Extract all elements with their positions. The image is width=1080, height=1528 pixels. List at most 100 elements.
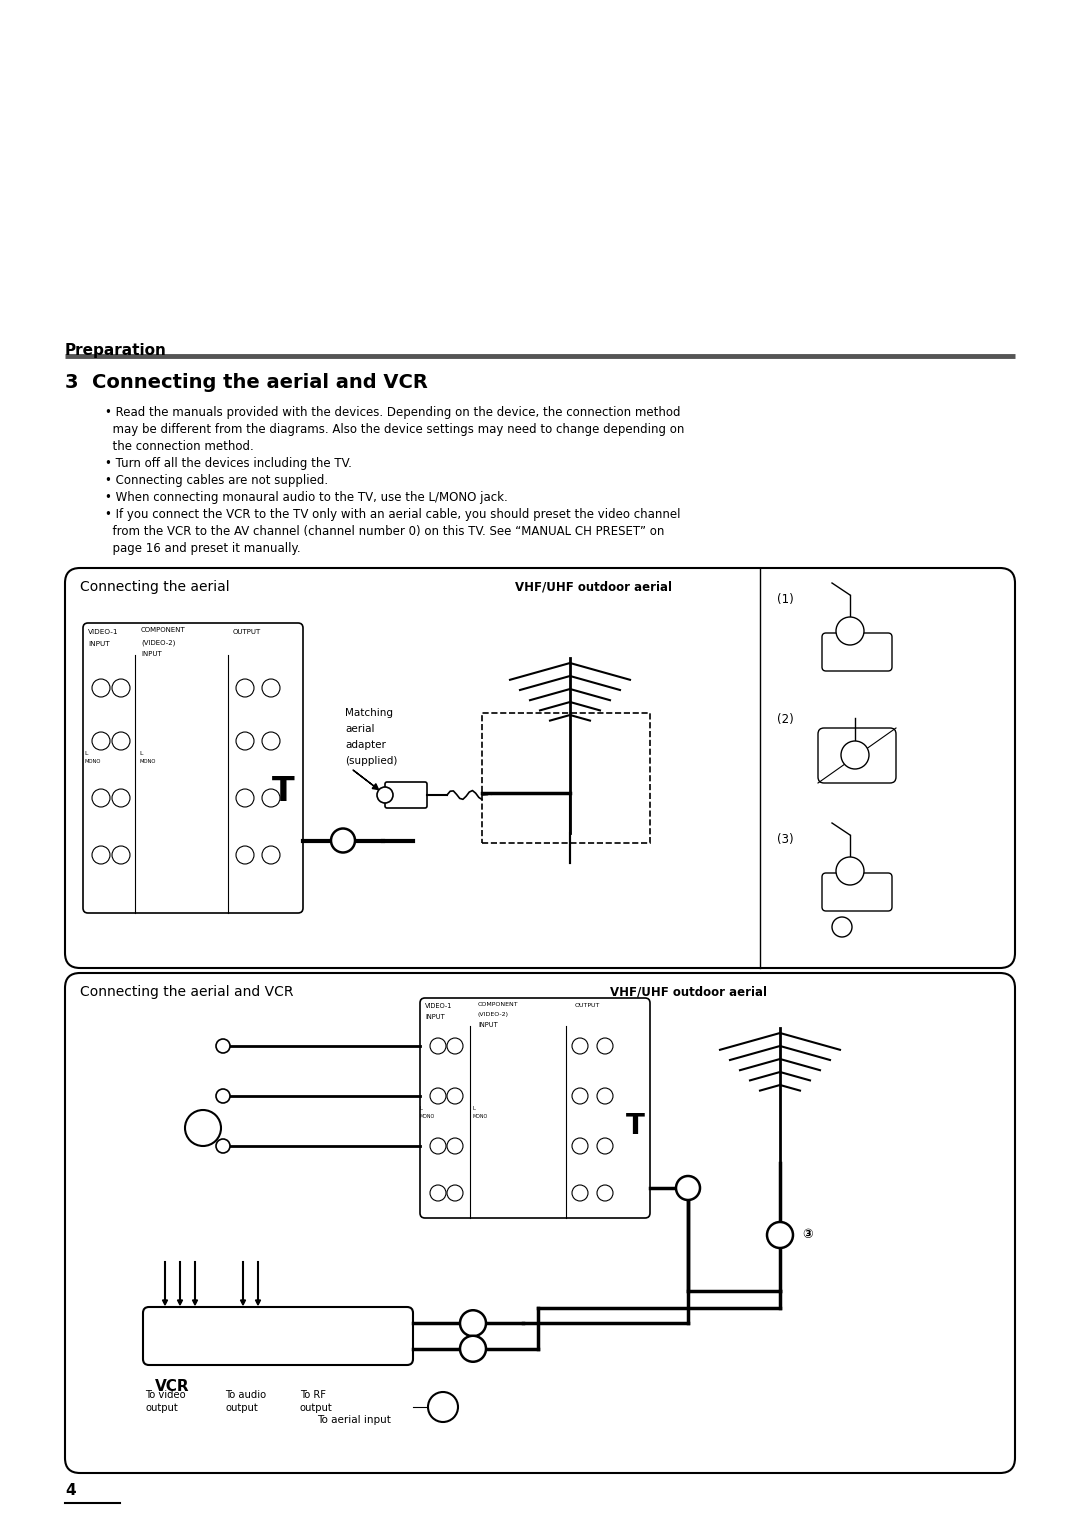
Circle shape bbox=[112, 732, 130, 750]
Text: VHF/UHF outdoor aerial: VHF/UHF outdoor aerial bbox=[515, 581, 672, 593]
Text: • Turn off all the devices including the TV.: • Turn off all the devices including the… bbox=[105, 457, 352, 471]
Text: 4: 4 bbox=[65, 1484, 76, 1497]
Text: aerial: aerial bbox=[345, 724, 375, 733]
Text: • If you connect the VCR to the TV only with an aerial cable, you should preset : • If you connect the VCR to the TV only … bbox=[105, 507, 680, 521]
Text: Connecting the aerial: Connecting the aerial bbox=[80, 581, 230, 594]
Text: MONO: MONO bbox=[420, 1114, 435, 1118]
Circle shape bbox=[377, 787, 393, 804]
Circle shape bbox=[572, 1186, 588, 1201]
Circle shape bbox=[597, 1186, 613, 1201]
Text: MONO: MONO bbox=[139, 759, 156, 764]
Circle shape bbox=[836, 617, 864, 645]
Text: (VIDEO-2): (VIDEO-2) bbox=[141, 639, 175, 645]
Circle shape bbox=[676, 1177, 700, 1199]
Text: T: T bbox=[625, 1111, 645, 1140]
Circle shape bbox=[597, 1138, 613, 1154]
Circle shape bbox=[572, 1038, 588, 1054]
Text: VIDEO-1: VIDEO-1 bbox=[426, 1002, 453, 1008]
Text: To audio: To audio bbox=[225, 1390, 266, 1400]
Text: INPUT: INPUT bbox=[478, 1022, 498, 1028]
Circle shape bbox=[92, 847, 110, 863]
Circle shape bbox=[430, 1186, 446, 1201]
Circle shape bbox=[237, 788, 254, 807]
Text: ③: ③ bbox=[802, 1229, 812, 1241]
Text: MONO: MONO bbox=[84, 759, 100, 764]
Text: • Read the manuals provided with the devices. Depending on the device, the conne: • Read the manuals provided with the dev… bbox=[105, 406, 680, 419]
Text: VHF/UHF outdoor aerial: VHF/UHF outdoor aerial bbox=[610, 986, 767, 998]
Circle shape bbox=[572, 1138, 588, 1154]
Text: L: L bbox=[84, 750, 87, 756]
Text: adapter: adapter bbox=[345, 740, 386, 750]
Text: • When connecting monaural audio to the TV, use the L/MONO jack.: • When connecting monaural audio to the … bbox=[105, 490, 508, 504]
Text: page 16 and preset it manually.: page 16 and preset it manually. bbox=[105, 542, 300, 555]
Circle shape bbox=[841, 741, 869, 769]
Text: To aerial input: To aerial input bbox=[318, 1415, 391, 1426]
Circle shape bbox=[597, 1088, 613, 1105]
Text: OUTPUT: OUTPUT bbox=[575, 1002, 600, 1008]
Circle shape bbox=[572, 1088, 588, 1105]
Text: VIDEO-1: VIDEO-1 bbox=[87, 630, 119, 636]
Text: the connection method.: the connection method. bbox=[105, 440, 254, 452]
Circle shape bbox=[92, 732, 110, 750]
Circle shape bbox=[237, 678, 254, 697]
Circle shape bbox=[216, 1138, 230, 1154]
Circle shape bbox=[112, 678, 130, 697]
Circle shape bbox=[447, 1088, 463, 1105]
Text: L: L bbox=[472, 1106, 475, 1111]
Text: VCR: VCR bbox=[156, 1378, 190, 1394]
Text: L: L bbox=[420, 1106, 423, 1111]
Circle shape bbox=[460, 1335, 486, 1361]
FancyArrow shape bbox=[241, 1299, 245, 1305]
Text: COMPONENT: COMPONENT bbox=[478, 1002, 518, 1007]
Circle shape bbox=[262, 788, 280, 807]
Circle shape bbox=[237, 732, 254, 750]
Text: Matching: Matching bbox=[345, 707, 393, 718]
Text: 1: 1 bbox=[440, 1403, 447, 1412]
Circle shape bbox=[430, 1138, 446, 1154]
FancyArrow shape bbox=[192, 1299, 198, 1305]
Text: 3  Connecting the aerial and VCR: 3 Connecting the aerial and VCR bbox=[65, 373, 428, 393]
Text: OUTPUT: OUTPUT bbox=[233, 630, 261, 636]
Text: (VIDEO-2): (VIDEO-2) bbox=[478, 1012, 509, 1018]
Circle shape bbox=[216, 1039, 230, 1053]
Text: output: output bbox=[300, 1403, 333, 1413]
Text: may be different from the diagrams. Also the device settings may need to change : may be different from the diagrams. Also… bbox=[105, 423, 685, 435]
FancyArrow shape bbox=[162, 1299, 167, 1305]
Text: from the VCR to the AV channel (channel number 0) on this TV. See “MANUAL CH PRE: from the VCR to the AV channel (channel … bbox=[105, 526, 664, 538]
Text: ③: ③ bbox=[197, 1122, 210, 1135]
Circle shape bbox=[185, 1109, 221, 1146]
Circle shape bbox=[330, 828, 355, 853]
Text: (1): (1) bbox=[777, 593, 794, 607]
Circle shape bbox=[447, 1038, 463, 1054]
Circle shape bbox=[430, 1038, 446, 1054]
Text: Preparation: Preparation bbox=[65, 342, 167, 358]
Circle shape bbox=[237, 847, 254, 863]
Circle shape bbox=[832, 917, 852, 937]
Text: L: L bbox=[139, 750, 143, 756]
FancyArrow shape bbox=[177, 1299, 183, 1305]
Circle shape bbox=[92, 678, 110, 697]
Text: Connecting the aerial and VCR: Connecting the aerial and VCR bbox=[80, 986, 294, 999]
Text: To RF: To RF bbox=[300, 1390, 326, 1400]
Circle shape bbox=[597, 1038, 613, 1054]
Text: 3: 3 bbox=[200, 1123, 206, 1132]
Circle shape bbox=[460, 1309, 486, 1337]
Text: output: output bbox=[145, 1403, 178, 1413]
Circle shape bbox=[428, 1392, 458, 1423]
Text: INPUT: INPUT bbox=[426, 1015, 445, 1021]
FancyArrow shape bbox=[256, 1299, 260, 1305]
Text: T: T bbox=[272, 775, 295, 808]
Circle shape bbox=[767, 1222, 793, 1248]
Bar bbox=[482, 714, 650, 843]
Text: • Connecting cables are not supplied.: • Connecting cables are not supplied. bbox=[105, 474, 328, 487]
Circle shape bbox=[112, 847, 130, 863]
Circle shape bbox=[447, 1186, 463, 1201]
Text: 3: 3 bbox=[199, 1122, 207, 1134]
Text: To video: To video bbox=[145, 1390, 186, 1400]
Text: COMPONENT: COMPONENT bbox=[141, 626, 186, 633]
Text: (supplied): (supplied) bbox=[345, 756, 397, 766]
Circle shape bbox=[836, 857, 864, 885]
FancyArrow shape bbox=[353, 770, 378, 790]
Circle shape bbox=[262, 678, 280, 697]
Circle shape bbox=[262, 847, 280, 863]
